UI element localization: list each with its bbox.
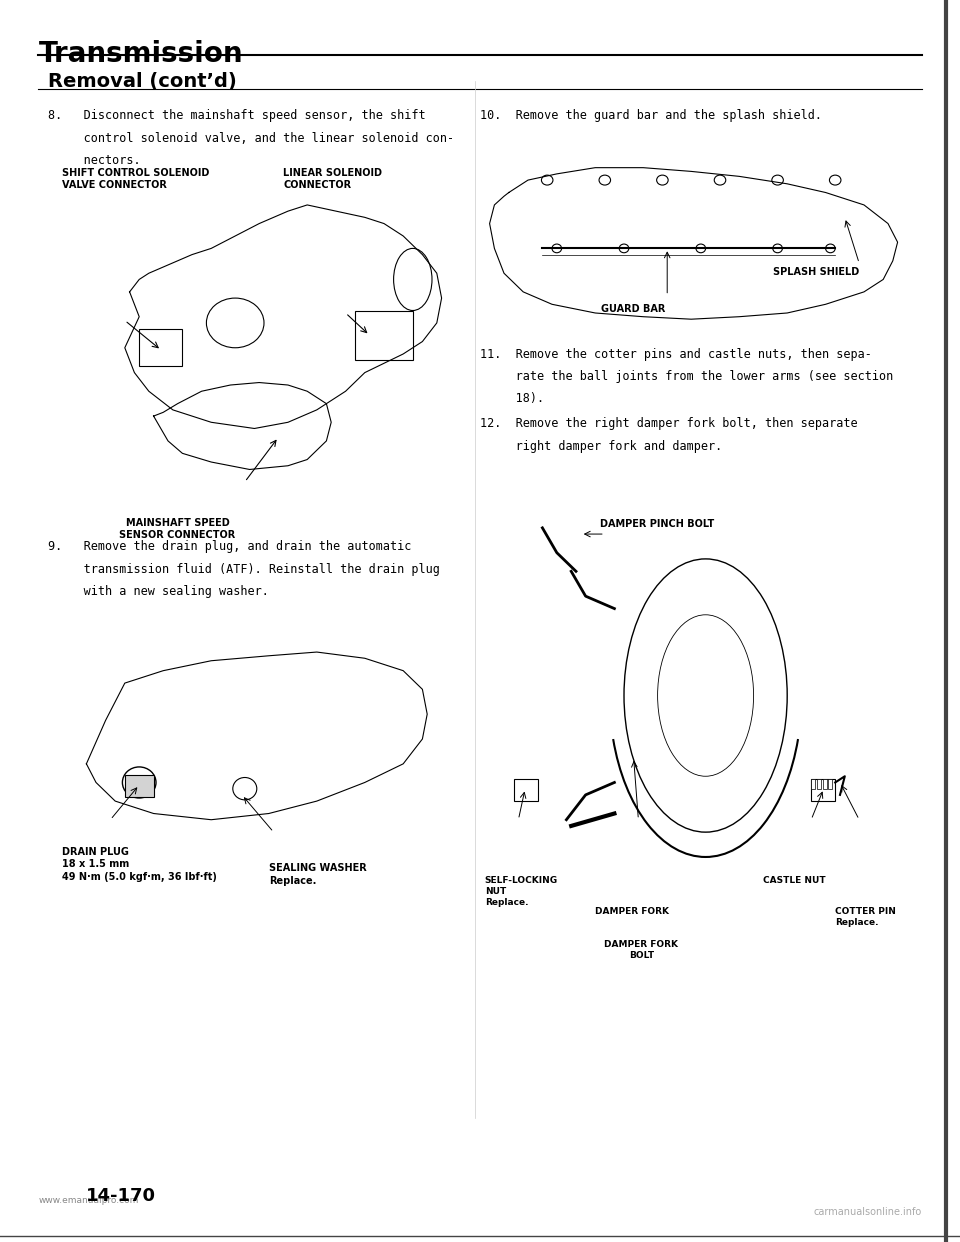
Text: 8.   Disconnect the mainshaft speed sensor, the shift: 8. Disconnect the mainshaft speed sensor…: [48, 109, 425, 122]
Bar: [823, 779, 827, 789]
Text: SEALING WASHER
Replace.: SEALING WASHER Replace.: [269, 863, 367, 886]
Ellipse shape: [772, 175, 783, 185]
Text: right damper fork and damper.: right damper fork and damper.: [480, 440, 722, 452]
Bar: [355, 310, 413, 360]
Text: www.emanualpro.com: www.emanualpro.com: [38, 1196, 139, 1205]
Text: DAMPER FORK
BOLT: DAMPER FORK BOLT: [604, 940, 679, 960]
Text: carmanualsonline.info: carmanualsonline.info: [813, 1207, 922, 1217]
Ellipse shape: [826, 243, 835, 253]
Text: 10.  Remove the guard bar and the splash shield.: 10. Remove the guard bar and the splash …: [480, 109, 822, 122]
Bar: [514, 779, 538, 801]
Text: Removal (cont’d): Removal (cont’d): [48, 72, 237, 91]
Text: Transmission: Transmission: [38, 40, 243, 68]
Bar: [139, 329, 182, 366]
Ellipse shape: [599, 175, 611, 185]
Text: DRAIN PLUG
18 x 1.5 mm
49 N·m (5.0 kgf·m, 36 lbf·ft): DRAIN PLUG 18 x 1.5 mm 49 N·m (5.0 kgf·m…: [62, 847, 217, 882]
Ellipse shape: [552, 243, 562, 253]
Bar: [828, 779, 832, 789]
Text: DAMPER FORK: DAMPER FORK: [594, 907, 669, 915]
Text: CASTLE NUT: CASTLE NUT: [763, 876, 826, 884]
Text: transmission fluid (ATF). Reinstall the drain plug: transmission fluid (ATF). Reinstall the …: [48, 563, 440, 575]
Ellipse shape: [829, 175, 841, 185]
Text: GUARD BAR: GUARD BAR: [601, 304, 666, 314]
Text: 18).: 18).: [480, 392, 544, 405]
Text: SHIFT CONTROL SOLENOID
VALVE CONNECTOR: SHIFT CONTROL SOLENOID VALVE CONNECTOR: [62, 168, 210, 190]
Text: SELF-LOCKING
NUT
Replace.: SELF-LOCKING NUT Replace.: [485, 876, 558, 907]
Ellipse shape: [657, 175, 668, 185]
Text: COTTER PIN
Replace.: COTTER PIN Replace.: [835, 907, 896, 927]
Text: control solenoid valve, and the linear solenoid con-: control solenoid valve, and the linear s…: [48, 132, 454, 144]
Text: SPLASH SHIELD: SPLASH SHIELD: [773, 267, 859, 277]
Ellipse shape: [773, 243, 782, 253]
Text: DAMPER PINCH BOLT: DAMPER PINCH BOLT: [600, 519, 714, 529]
Text: MAINSHAFT SPEED
SENSOR CONNECTOR: MAINSHAFT SPEED SENSOR CONNECTOR: [119, 518, 236, 540]
Bar: [817, 779, 821, 789]
Ellipse shape: [696, 243, 706, 253]
Text: 12.  Remove the right damper fork bolt, then separate: 12. Remove the right damper fork bolt, t…: [480, 417, 857, 430]
Text: 11.  Remove the cotter pins and castle nuts, then sepa-: 11. Remove the cotter pins and castle nu…: [480, 348, 872, 360]
Text: with a new sealing washer.: with a new sealing washer.: [48, 585, 269, 597]
Text: nectors.: nectors.: [48, 154, 140, 166]
Bar: [811, 779, 815, 789]
Text: 9.   Remove the drain plug, and drain the automatic: 9. Remove the drain plug, and drain the …: [48, 540, 412, 553]
Ellipse shape: [541, 175, 553, 185]
Bar: [811, 779, 835, 801]
Text: 14-170: 14-170: [86, 1187, 156, 1205]
Ellipse shape: [714, 175, 726, 185]
Text: rate the ball joints from the lower arms (see section: rate the ball joints from the lower arms…: [480, 370, 893, 383]
Ellipse shape: [619, 243, 629, 253]
Text: LINEAR SOLENOID
CONNECTOR: LINEAR SOLENOID CONNECTOR: [283, 168, 382, 190]
Bar: [125, 775, 154, 797]
